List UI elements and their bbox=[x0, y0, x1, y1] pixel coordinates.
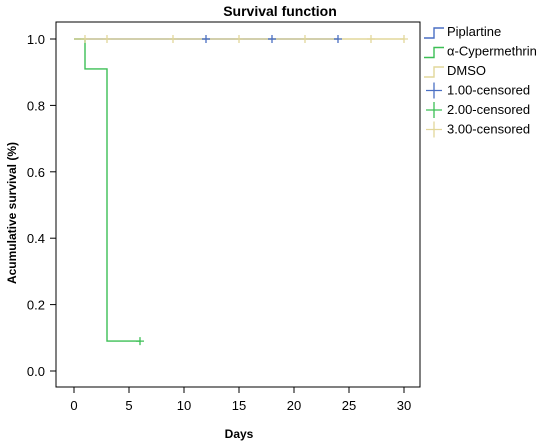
legend-plus-icon bbox=[426, 102, 442, 118]
censor-mark bbox=[169, 35, 177, 43]
x-axis-title: Days bbox=[225, 427, 254, 441]
legend-plus-icon bbox=[426, 82, 442, 99]
legend-label: α-Cypermethrin bbox=[447, 44, 537, 59]
censor-mark bbox=[334, 35, 342, 43]
y-tick-label: 0.8 bbox=[27, 98, 45, 113]
x-tick-label: 0 bbox=[70, 398, 77, 413]
y-tick-label: 0.4 bbox=[27, 231, 45, 246]
legend-step-icon bbox=[424, 46, 444, 59]
censor-mark bbox=[301, 35, 309, 43]
legend: Piplartine α-Cypermethrin DMSO 1.00-censore… bbox=[424, 24, 537, 138]
legend-step-icon bbox=[424, 27, 444, 39]
legend-label: Piplartine bbox=[447, 24, 501, 39]
x-tick-label: 5 bbox=[125, 398, 132, 413]
x-tick-label: 10 bbox=[177, 398, 191, 413]
y-axis-title: Acumulative survival (%) bbox=[5, 142, 19, 284]
censor-mark bbox=[268, 35, 276, 43]
y-tick-label: 0.6 bbox=[27, 165, 45, 180]
legend-label: DMSO bbox=[447, 63, 486, 78]
censor-mark bbox=[235, 35, 243, 43]
plot-frame bbox=[55, 21, 421, 388]
y-tick-label: 0.2 bbox=[27, 298, 45, 313]
censor-mark bbox=[367, 35, 375, 43]
censor-mark bbox=[103, 35, 111, 43]
x-tick-label: 25 bbox=[342, 398, 356, 413]
legend-plus-icon bbox=[426, 121, 442, 138]
censor-mark bbox=[202, 35, 210, 43]
legend-label: 2.00-censored bbox=[447, 102, 530, 117]
legend-label: 1.00-censored bbox=[447, 83, 530, 98]
x-tick-label: 15 bbox=[232, 398, 246, 413]
legend-label: 3.00-censored bbox=[447, 122, 530, 137]
censor-mark bbox=[81, 35, 89, 43]
x-tick-label: 30 bbox=[397, 398, 411, 413]
chart-title: Survival function bbox=[223, 3, 337, 19]
y-axis: 0.0 0.2 0.4 0.6 0.8 1.0 bbox=[27, 32, 56, 379]
y-tick-label: 1.0 bbox=[27, 32, 45, 47]
censor-marks bbox=[81, 35, 408, 346]
x-tick-label: 20 bbox=[287, 398, 301, 413]
censor-mark bbox=[400, 35, 408, 43]
legend-step-icon bbox=[424, 66, 444, 78]
y-tick-label: 0.0 bbox=[27, 364, 45, 379]
censor-mark bbox=[136, 337, 144, 346]
x-axis: 0 5 10 15 20 25 30 bbox=[70, 387, 411, 413]
